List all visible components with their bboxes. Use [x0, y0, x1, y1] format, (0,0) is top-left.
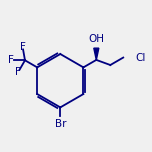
Text: OH: OH [88, 34, 104, 44]
Polygon shape [94, 48, 99, 60]
Text: Cl: Cl [135, 53, 145, 63]
Text: F: F [8, 55, 14, 65]
Text: Br: Br [55, 119, 66, 129]
Text: F: F [20, 42, 26, 52]
Text: F: F [15, 67, 21, 77]
